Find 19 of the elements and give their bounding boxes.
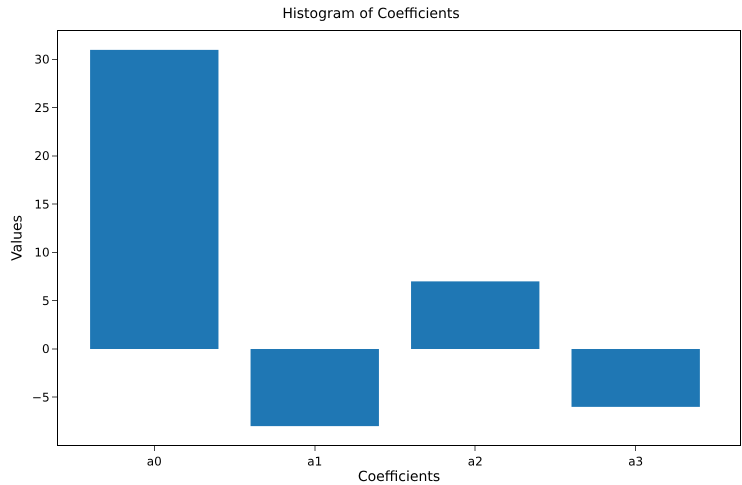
y-tick-label: 20 (34, 149, 50, 164)
y-tick-label: −5 (32, 390, 50, 404)
y-tick-label: 5 (42, 294, 50, 308)
y-tick-label: 10 (34, 246, 50, 260)
bar (250, 348, 379, 426)
bar (572, 348, 700, 407)
x-axis-title: Coefficients (358, 469, 440, 485)
x-tick-label: a1 (307, 454, 322, 468)
y-tick-label: 15 (34, 197, 50, 212)
x-tick-label: a2 (468, 454, 483, 468)
y-tick-label: 30 (34, 52, 50, 67)
bar (411, 281, 540, 349)
x-tick-label: a3 (628, 454, 644, 468)
x-tick-label: a0 (146, 454, 162, 468)
bar (90, 50, 218, 349)
chart-title: Histogram of Coefficients (282, 6, 460, 22)
y-axis-title: Values (9, 215, 26, 261)
y-tick-label: 25 (34, 100, 50, 115)
y-tick-label: 0 (42, 342, 50, 356)
